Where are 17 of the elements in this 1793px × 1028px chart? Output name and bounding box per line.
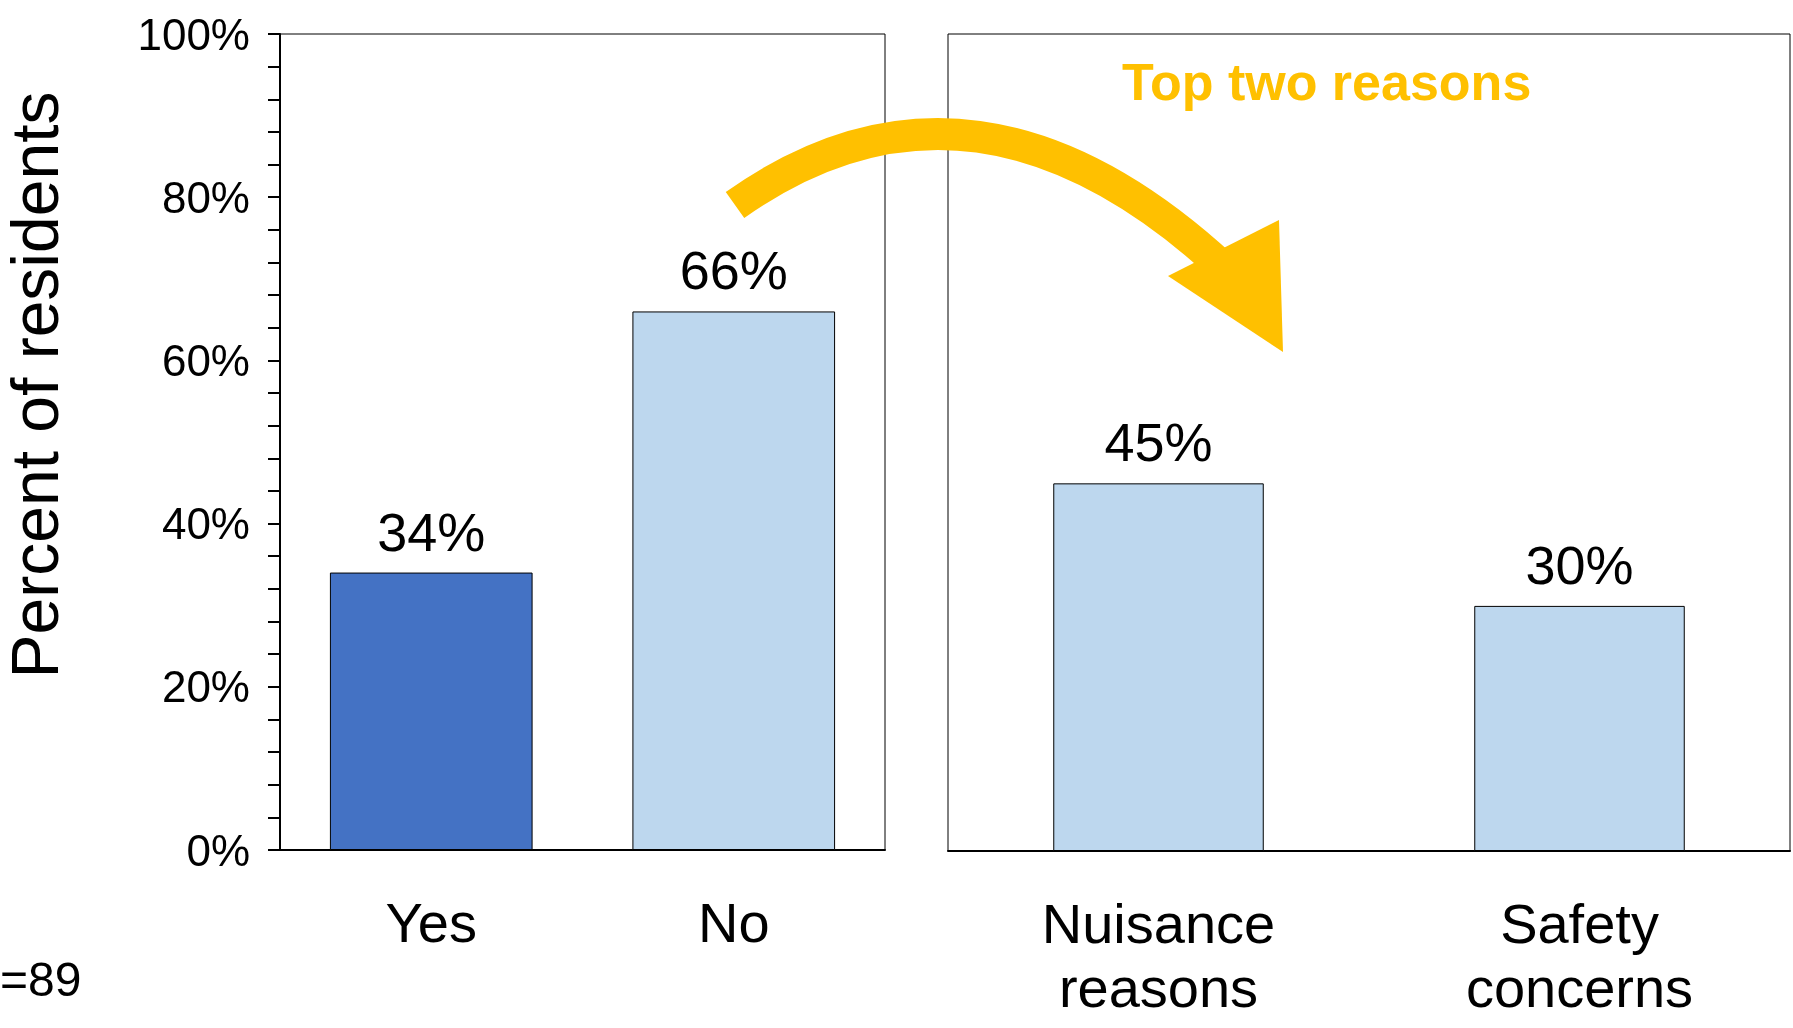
y-tick-label: 60%: [161, 335, 250, 385]
y-tick-label: 80%: [161, 172, 250, 222]
y-tick-label: 40%: [161, 499, 250, 549]
y-tick-label: 100%: [137, 9, 250, 59]
y-tick-label: 20%: [161, 662, 250, 712]
data-label: 66%: [679, 240, 788, 301]
data-label: 30%: [1525, 534, 1634, 595]
x-tick-label: Nuisance reasons: [1041, 891, 1276, 1019]
data-label: 34%: [377, 501, 486, 562]
annotation: Top two reasons: [1122, 53, 1532, 111]
x-tick-label: Safety concerns: [1465, 891, 1694, 1019]
y-axis-title: Percent of residents: [0, 91, 72, 679]
x-tick-label: Yes: [385, 890, 477, 954]
data-label: 45%: [1104, 412, 1213, 473]
x-tick-label: No: [697, 890, 770, 954]
y-tick-label: 0%: [186, 825, 250, 875]
text: =89: [0, 952, 82, 1006]
